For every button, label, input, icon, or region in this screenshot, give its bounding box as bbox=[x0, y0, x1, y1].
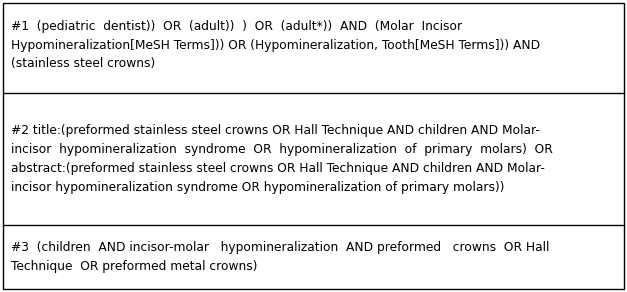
Text: #3  (children  AND incisor-molar   hypomineralization  AND preformed   crowns  O: #3 (children AND incisor-molar hypominer… bbox=[11, 241, 549, 254]
Text: incisor  hypomineralization  syndrome  OR  hypomineralization  of  primary  mola: incisor hypomineralization syndrome OR h… bbox=[11, 143, 553, 156]
Text: (stainless steel crowns): (stainless steel crowns) bbox=[11, 58, 155, 70]
Text: incisor hypomineralization syndrome OR hypomineralization of primary molars)): incisor hypomineralization syndrome OR h… bbox=[11, 181, 505, 194]
Text: #1  (pediatric  dentist))  OR  (adult))  )  OR  (adult*))  AND  (Molar  Incisor: #1 (pediatric dentist)) OR (adult)) ) OR… bbox=[11, 20, 462, 32]
Text: Hypomineralization[MeSH Terms])) OR (Hypomineralization, Tooth[MeSH Terms])) AND: Hypomineralization[MeSH Terms])) OR (Hyp… bbox=[11, 39, 540, 51]
Text: abstract:(preformed stainless steel crowns OR Hall Technique AND children AND Mo: abstract:(preformed stainless steel crow… bbox=[11, 162, 545, 175]
Text: Technique  OR preformed metal crowns): Technique OR preformed metal crowns) bbox=[11, 260, 258, 273]
Text: #2 title:(preformed stainless steel crowns OR Hall Technique AND children AND Mo: #2 title:(preformed stainless steel crow… bbox=[11, 124, 540, 137]
